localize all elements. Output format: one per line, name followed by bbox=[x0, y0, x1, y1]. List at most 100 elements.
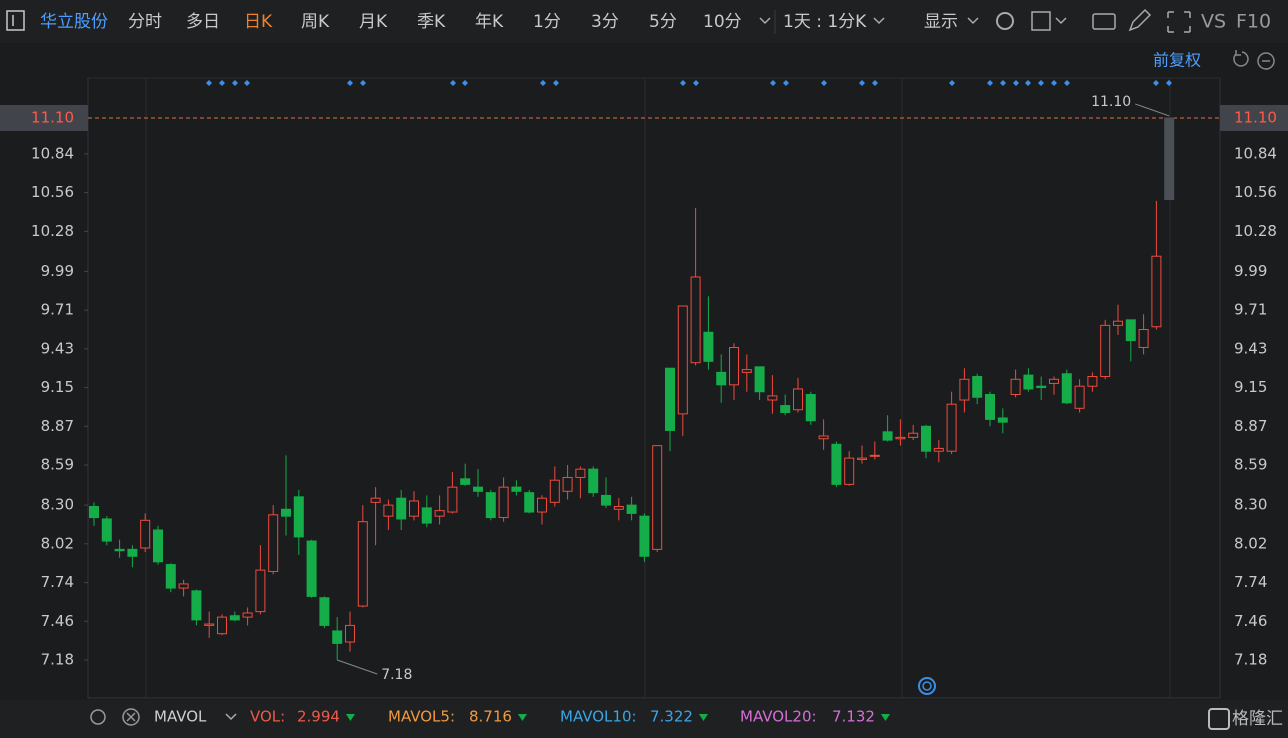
period-select[interactable]: 1天 : 1分K bbox=[783, 12, 867, 32]
event-marker[interactable] bbox=[783, 80, 789, 86]
tab[interactable]: 月K bbox=[359, 12, 388, 32]
event-marker[interactable] bbox=[1013, 80, 1019, 86]
caret[interactable] bbox=[967, 17, 979, 25]
event-marker[interactable] bbox=[219, 80, 225, 86]
pen-icon[interactable] bbox=[1128, 8, 1152, 32]
candle-body bbox=[805, 393, 816, 422]
tab[interactable]: 分时 bbox=[128, 12, 162, 32]
caret[interactable] bbox=[1055, 17, 1067, 25]
y-tick-label-right: 9.15 bbox=[1234, 378, 1267, 396]
settings-icon[interactable] bbox=[996, 12, 1014, 30]
tab[interactable]: 10分 bbox=[703, 12, 742, 32]
event-marker[interactable] bbox=[347, 80, 353, 86]
tab[interactable]: 季K bbox=[417, 12, 446, 32]
y-tick-label: 9.99 bbox=[41, 262, 74, 280]
event-marker[interactable] bbox=[206, 80, 212, 86]
event-marker[interactable] bbox=[462, 80, 468, 86]
draw-box-icon[interactable] bbox=[1031, 11, 1051, 31]
event-marker[interactable] bbox=[770, 80, 776, 86]
y-tick-label-right: 10.56 bbox=[1234, 183, 1277, 201]
event-marker[interactable] bbox=[821, 80, 827, 86]
search-icon[interactable] bbox=[918, 677, 936, 695]
last-price-box-right bbox=[1220, 104, 1288, 131]
sidebar-icon[interactable] bbox=[6, 10, 25, 31]
vs-button[interactable]: VS bbox=[1201, 11, 1226, 33]
tab[interactable]: 日K bbox=[244, 12, 273, 32]
tab[interactable]: 1分 bbox=[533, 12, 561, 32]
tab[interactable]: 周K bbox=[301, 12, 330, 32]
event-marker[interactable] bbox=[450, 80, 456, 86]
event-marker[interactable] bbox=[244, 80, 250, 86]
indicator-name[interactable]: MAVOL bbox=[154, 708, 207, 726]
event-marker[interactable] bbox=[360, 80, 366, 86]
candle-body bbox=[665, 367, 675, 431]
tab[interactable]: 3分 bbox=[591, 12, 619, 32]
y-tick-label-right: 8.59 bbox=[1234, 456, 1267, 474]
candle-body bbox=[985, 393, 995, 420]
stock-name[interactable]: 华立股份 bbox=[40, 12, 108, 32]
tab[interactable]: 5分 bbox=[649, 12, 677, 32]
indicator-close[interactable] bbox=[122, 708, 140, 726]
tab[interactable]: 年K bbox=[475, 12, 504, 32]
indicator-bar bbox=[0, 700, 1288, 738]
low-pointer bbox=[337, 659, 378, 675]
event-marker[interactable] bbox=[1051, 80, 1057, 86]
high-label: 11.10 bbox=[1091, 94, 1131, 110]
y-tick-label-right: 7.74 bbox=[1234, 573, 1267, 591]
event-marker[interactable] bbox=[1064, 80, 1070, 86]
y-tick-label: 7.46 bbox=[41, 612, 74, 630]
event-marker[interactable] bbox=[1038, 80, 1044, 86]
candle-body bbox=[421, 507, 432, 524]
camera-icon[interactable] bbox=[1092, 13, 1116, 30]
f10-button[interactable]: F10 bbox=[1236, 11, 1271, 33]
last-price-label: 11.10 bbox=[31, 108, 74, 126]
y-tick-label: 8.87 bbox=[41, 417, 74, 435]
candle-body bbox=[1074, 385, 1085, 409]
candle-body bbox=[754, 366, 765, 393]
event-marker[interactable] bbox=[859, 80, 865, 86]
candle-body bbox=[882, 431, 893, 441]
event-marker[interactable] bbox=[872, 80, 878, 86]
indicator-settings[interactable] bbox=[90, 709, 106, 725]
event-marker[interactable] bbox=[553, 80, 559, 86]
candle-body bbox=[396, 497, 407, 520]
candle-body bbox=[204, 623, 215, 626]
event-marker[interactable] bbox=[232, 80, 238, 86]
undo-icon[interactable] bbox=[1233, 50, 1249, 67]
candle-body bbox=[89, 505, 99, 519]
indicator-value: 8.716 bbox=[469, 708, 512, 726]
y-tick-label-right: 9.43 bbox=[1234, 339, 1267, 357]
candle-body bbox=[1100, 324, 1111, 378]
candle-body bbox=[729, 346, 739, 386]
event-marker[interactable] bbox=[1166, 80, 1172, 86]
y-tick-label: 9.43 bbox=[41, 339, 74, 357]
event-markers bbox=[206, 80, 1172, 86]
minus-icon[interactable] bbox=[1257, 52, 1275, 70]
candle-body bbox=[165, 564, 176, 589]
indicator-close-x bbox=[126, 712, 136, 722]
event-marker[interactable] bbox=[540, 80, 546, 86]
event-marker[interactable] bbox=[1025, 80, 1031, 86]
y-tick-label-right: 9.99 bbox=[1234, 262, 1267, 280]
indicator-label: MAVOL5: bbox=[388, 708, 455, 726]
toolbar bbox=[0, 0, 1288, 43]
caret[interactable] bbox=[225, 713, 237, 721]
fullscreen-icon[interactable] bbox=[1167, 11, 1191, 33]
candle-body bbox=[524, 492, 535, 513]
candle-body bbox=[409, 500, 419, 517]
event-marker[interactable] bbox=[949, 80, 955, 86]
event-marker[interactable] bbox=[1153, 80, 1159, 86]
candle-body bbox=[639, 515, 650, 557]
last-price-label-right: 11.10 bbox=[1234, 108, 1277, 126]
event-marker[interactable] bbox=[693, 80, 699, 86]
adjust-select[interactable]: 前复权 bbox=[1153, 51, 1201, 70]
display-menu[interactable]: 显示 bbox=[924, 12, 958, 32]
event-marker[interactable] bbox=[987, 80, 993, 86]
caret[interactable] bbox=[873, 17, 885, 25]
event-marker[interactable] bbox=[1000, 80, 1006, 86]
tab[interactable]: 多日 bbox=[186, 12, 220, 32]
event-marker[interactable] bbox=[680, 80, 686, 86]
caret[interactable] bbox=[759, 17, 771, 25]
candle-body bbox=[306, 540, 317, 597]
indicator-value: 2.994 bbox=[297, 708, 340, 726]
